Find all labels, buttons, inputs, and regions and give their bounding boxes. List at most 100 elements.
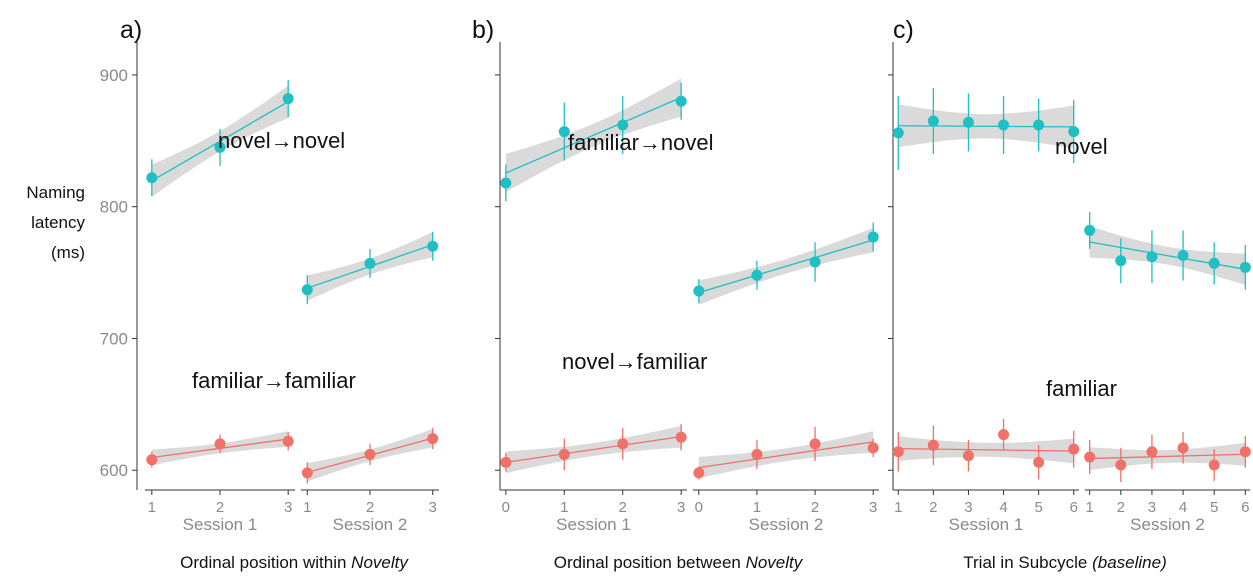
panel-label: b) <box>472 16 494 44</box>
annotation-arrow-icon: → <box>615 349 637 374</box>
series-familiar <box>892 418 1080 480</box>
annotation-from: familiar <box>192 368 263 393</box>
x-axis-title-main: Ordinal position between <box>554 553 746 572</box>
x-tick-label: 3 <box>429 499 437 516</box>
panel-1: a) 600 700 800 900 1 2 3 Session 1 1 2 3 Session 2 no… <box>100 16 439 572</box>
data-point <box>214 438 226 450</box>
data-point <box>214 141 226 153</box>
x-tick-label: 2 <box>216 499 224 516</box>
annotation-from: familiar <box>568 130 639 155</box>
data-point <box>1115 255 1127 267</box>
data-point <box>1033 119 1045 131</box>
panel-label: c) <box>893 16 914 44</box>
x-tick-label: 2 <box>619 499 627 516</box>
x-axis-title-main: Trial in Subcycle <box>963 553 1092 572</box>
y-tick-label: 700 <box>100 329 128 348</box>
data-point <box>751 269 763 281</box>
regression-line <box>698 239 874 294</box>
regression-line <box>898 125 1074 128</box>
data-point <box>500 177 512 189</box>
data-point <box>1033 456 1045 468</box>
x-tick-label: 3 <box>1148 499 1156 516</box>
data-point <box>558 126 570 138</box>
annotation-1: novel→novel <box>218 128 345 153</box>
data-point <box>146 172 158 184</box>
y-tick-label: 800 <box>100 198 128 217</box>
annotation-arrow-icon: → <box>639 130 661 155</box>
data-point <box>301 284 313 296</box>
facet-1: 1 2 3 Session 1 <box>145 80 295 534</box>
panel-label: a) <box>120 16 142 44</box>
data-point <box>282 93 294 105</box>
data-point <box>146 454 158 466</box>
data-point <box>962 450 974 462</box>
x-tick-label: 2 <box>1117 499 1125 516</box>
annotation-1: familiar→novel <box>568 130 714 155</box>
x-tick-label: 3 <box>284 499 292 516</box>
x-axis-title: Trial in Subcycle (baseline) <box>963 553 1166 572</box>
x-tick-label: 2 <box>366 499 374 516</box>
regression-line <box>505 96 682 174</box>
series-familiar <box>500 424 687 474</box>
x-tick-label: 1 <box>753 499 761 516</box>
series-familiar <box>301 428 439 484</box>
x-axis-title: Ordinal position between Novelty <box>554 553 804 572</box>
x-axis-title-italic: Novelty <box>746 553 804 572</box>
x-axis-title: Ordinal position within Novelty <box>180 553 409 572</box>
regression-line <box>505 435 682 463</box>
x-axis-title-italic: Novelty <box>351 553 409 572</box>
series-novel <box>693 222 879 305</box>
data-point <box>1208 257 1220 269</box>
data-point <box>617 119 629 131</box>
data-point <box>1177 442 1189 454</box>
regression-line <box>698 441 874 469</box>
data-point <box>617 438 629 450</box>
facet-1: 1 2 3 4 5 6 Session 1 <box>892 88 1080 534</box>
x-tick-label: 3 <box>677 499 685 516</box>
data-point <box>1084 451 1096 463</box>
x-tick-label: 4 <box>1179 499 1187 516</box>
data-point <box>927 115 939 127</box>
data-point <box>892 127 904 139</box>
annotation-from: novel <box>562 349 615 374</box>
series-novel <box>301 231 439 305</box>
session-label: Session 1 <box>556 515 631 534</box>
x-tick-label: 1 <box>560 499 568 516</box>
facet-2: 1 2 3 4 5 6 Session 2 <box>1084 211 1251 534</box>
x-tick-label: 1 <box>148 499 156 516</box>
data-point <box>962 116 974 128</box>
data-point <box>809 438 821 450</box>
x-tick-label: 3 <box>869 499 877 516</box>
x-tick-label: 5 <box>1210 499 1218 516</box>
series-familiar <box>146 431 294 468</box>
annotation-2: novel→familiar <box>562 349 708 374</box>
annotation-arrow-icon: → <box>263 368 285 393</box>
x-tick-label: 5 <box>1034 499 1042 516</box>
x-tick-label: 2 <box>811 499 819 516</box>
data-point <box>1084 224 1096 236</box>
x-tick-label: 2 <box>929 499 937 516</box>
data-point <box>867 231 879 243</box>
annotation-to: novel <box>293 128 346 153</box>
data-point <box>500 456 512 468</box>
x-tick-label: 3 <box>964 499 972 516</box>
data-point <box>675 431 687 443</box>
annotation-to: familiar <box>285 368 356 393</box>
data-point <box>809 256 821 268</box>
y-tick-label: 900 <box>100 66 128 85</box>
y-tick-label: 600 <box>100 461 128 480</box>
series-novel <box>892 88 1080 170</box>
data-point <box>1146 251 1158 263</box>
x-axis-title-main: Ordinal position within <box>180 553 351 572</box>
x-tick-label: 6 <box>1241 499 1249 516</box>
x-tick-label: 1 <box>894 499 902 516</box>
session-label: Session 1 <box>949 515 1024 534</box>
data-point <box>1068 443 1080 455</box>
data-point <box>675 95 687 107</box>
data-point <box>927 439 939 451</box>
x-tick-label: 6 <box>1070 499 1078 516</box>
data-point <box>998 119 1010 131</box>
x-tick-label: 1 <box>1085 499 1093 516</box>
